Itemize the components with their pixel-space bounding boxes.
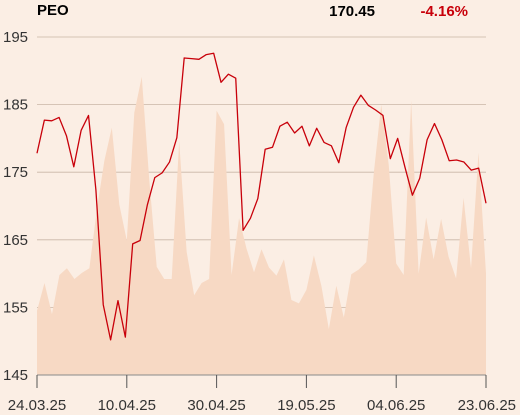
volume-area [37,76,486,375]
y-tick-label: 155 [3,299,28,316]
price-line-layer [36,52,487,341]
y-tick-label: 185 [3,97,28,114]
change-percent: -4.16% [420,3,468,20]
y-tick-label: 175 [3,164,28,181]
x-tick-label: 30.04.25 [187,397,245,414]
x-tick-label: 19.05.25 [277,397,335,414]
y-tick-label: 145 [3,367,28,384]
x-tick-label: 04.06.25 [367,397,425,414]
x-tick-label: 10.04.25 [98,397,156,414]
y-tick-labels: 195 185 175 165 155 145 [3,29,28,384]
y-tick-label: 165 [3,232,28,249]
price-line [36,52,487,341]
x-tick-label: 23.06.25 [458,397,516,414]
x-axis [36,374,487,388]
volume-area-layer [37,76,486,375]
y-tick-label: 195 [3,29,28,46]
symbol-label: PEO [37,2,69,19]
price-value: 170.45 [329,3,375,20]
x-tick-labels: 24.03.25 10.04.25 30.04.25 19.05.25 04.06.25… [8,397,516,414]
x-tick-label: 24.03.25 [8,397,66,414]
